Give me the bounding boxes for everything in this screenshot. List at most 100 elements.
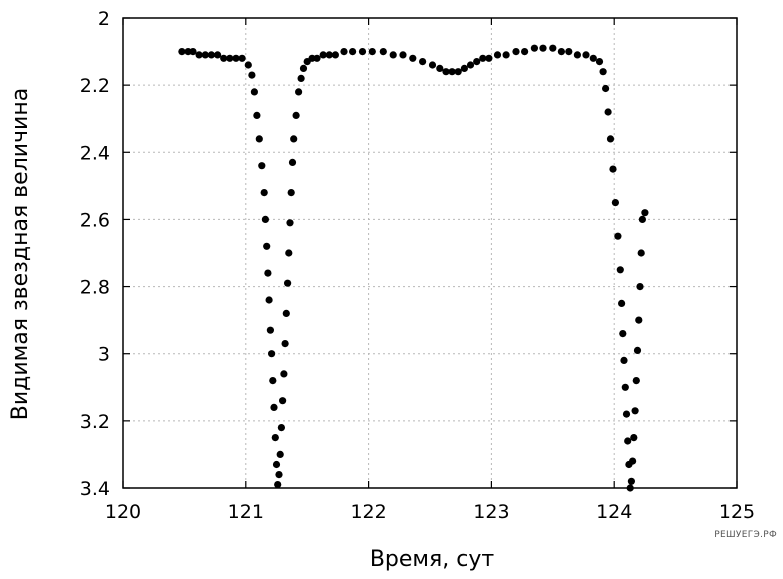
data-point	[238, 54, 246, 62]
data-point	[539, 44, 547, 52]
chart-grid	[123, 18, 737, 488]
data-point	[189, 48, 197, 56]
data-point	[635, 316, 643, 324]
data-point	[573, 51, 582, 59]
data-point	[201, 51, 209, 59]
y-axis-label: Видимая звездная величина	[8, 88, 33, 420]
data-point	[460, 64, 468, 72]
data-point	[479, 54, 487, 62]
data-point	[178, 48, 186, 56]
data-point	[582, 51, 590, 59]
data-point	[633, 346, 642, 354]
data-point	[618, 299, 626, 307]
data-point	[606, 135, 615, 143]
data-point	[295, 88, 303, 96]
data-point	[636, 283, 644, 291]
data-point	[502, 51, 510, 59]
x-tick-label: 122	[350, 501, 386, 523]
y-tick-label: 2.4	[80, 142, 110, 164]
data-point	[265, 296, 273, 304]
data-point	[512, 48, 520, 56]
data-point	[271, 434, 279, 442]
y-tick-label: 2	[98, 8, 110, 30]
data-point	[448, 68, 456, 76]
y-tick-label: 2.2	[80, 75, 110, 97]
plot-frame	[122, 17, 738, 489]
data-point	[379, 48, 387, 56]
data-point	[641, 209, 649, 217]
data-point	[409, 54, 417, 62]
data-point	[325, 51, 333, 59]
data-point	[297, 74, 305, 82]
data-point	[629, 457, 637, 465]
data-point	[454, 68, 462, 76]
data-point	[565, 48, 573, 56]
data-point	[626, 484, 634, 492]
data-point	[266, 326, 274, 334]
data-point	[493, 51, 502, 59]
data-point	[287, 189, 295, 197]
data-point	[619, 330, 627, 338]
y-tick-label: 3.4	[80, 478, 110, 500]
data-point	[368, 48, 376, 56]
x-tick-label: 124	[596, 501, 632, 523]
data-point	[627, 477, 636, 485]
data-point	[616, 266, 624, 274]
data-point	[557, 48, 566, 56]
data-point	[264, 269, 272, 277]
data-point	[349, 48, 357, 56]
data-point	[599, 68, 607, 76]
data-point	[521, 48, 529, 56]
y-tick-label: 3	[98, 344, 110, 366]
y-tick-labels: 2 2.2 2.4 2.6 2.8 3 3.2 3.4	[80, 8, 110, 500]
data-point	[232, 54, 240, 62]
data-point	[611, 199, 620, 207]
data-point	[614, 232, 622, 240]
data-point	[207, 51, 215, 59]
data-point	[624, 437, 632, 445]
data-point	[250, 88, 258, 96]
data-point	[340, 48, 348, 56]
data-point	[473, 58, 481, 66]
y-tick-label: 2.8	[80, 277, 110, 299]
data-point	[268, 350, 276, 358]
x-tick-label: 121	[228, 501, 264, 523]
data-point	[284, 279, 292, 287]
data-point	[277, 424, 285, 432]
data-point	[622, 410, 631, 418]
data-point	[263, 242, 271, 250]
data-point	[313, 54, 321, 62]
data-point	[549, 44, 557, 52]
data-point	[609, 165, 617, 173]
data-point	[428, 61, 437, 69]
data-point	[226, 54, 234, 62]
data-point	[270, 403, 278, 411]
data-point	[255, 135, 263, 143]
data-point	[282, 309, 290, 317]
x-tick-labels: 120 121 122 123 124 125	[105, 501, 755, 523]
data-point	[248, 71, 256, 79]
data-point	[258, 162, 266, 170]
data-point	[290, 135, 298, 143]
axis-ticks	[122, 17, 738, 489]
data-point	[281, 340, 289, 348]
data-point	[589, 54, 597, 62]
watermark: РЕШУЕГЭ.РФ	[714, 530, 777, 540]
data-point	[261, 215, 269, 223]
data-point	[286, 219, 294, 227]
y-tick-label: 3.2	[80, 411, 110, 433]
data-point	[466, 61, 475, 69]
x-tick-label: 123	[473, 501, 509, 523]
data-point	[260, 189, 268, 197]
x-axis-label: Время, сут	[370, 547, 495, 572]
data-point	[637, 249, 645, 257]
data-point	[195, 51, 203, 59]
data-point	[530, 44, 539, 52]
data-point	[436, 64, 444, 72]
data-point	[485, 54, 493, 62]
data-point	[595, 58, 604, 66]
data-point	[275, 471, 283, 479]
x-tick-label: 120	[105, 501, 141, 523]
y-tick-label: 2.6	[80, 209, 110, 231]
